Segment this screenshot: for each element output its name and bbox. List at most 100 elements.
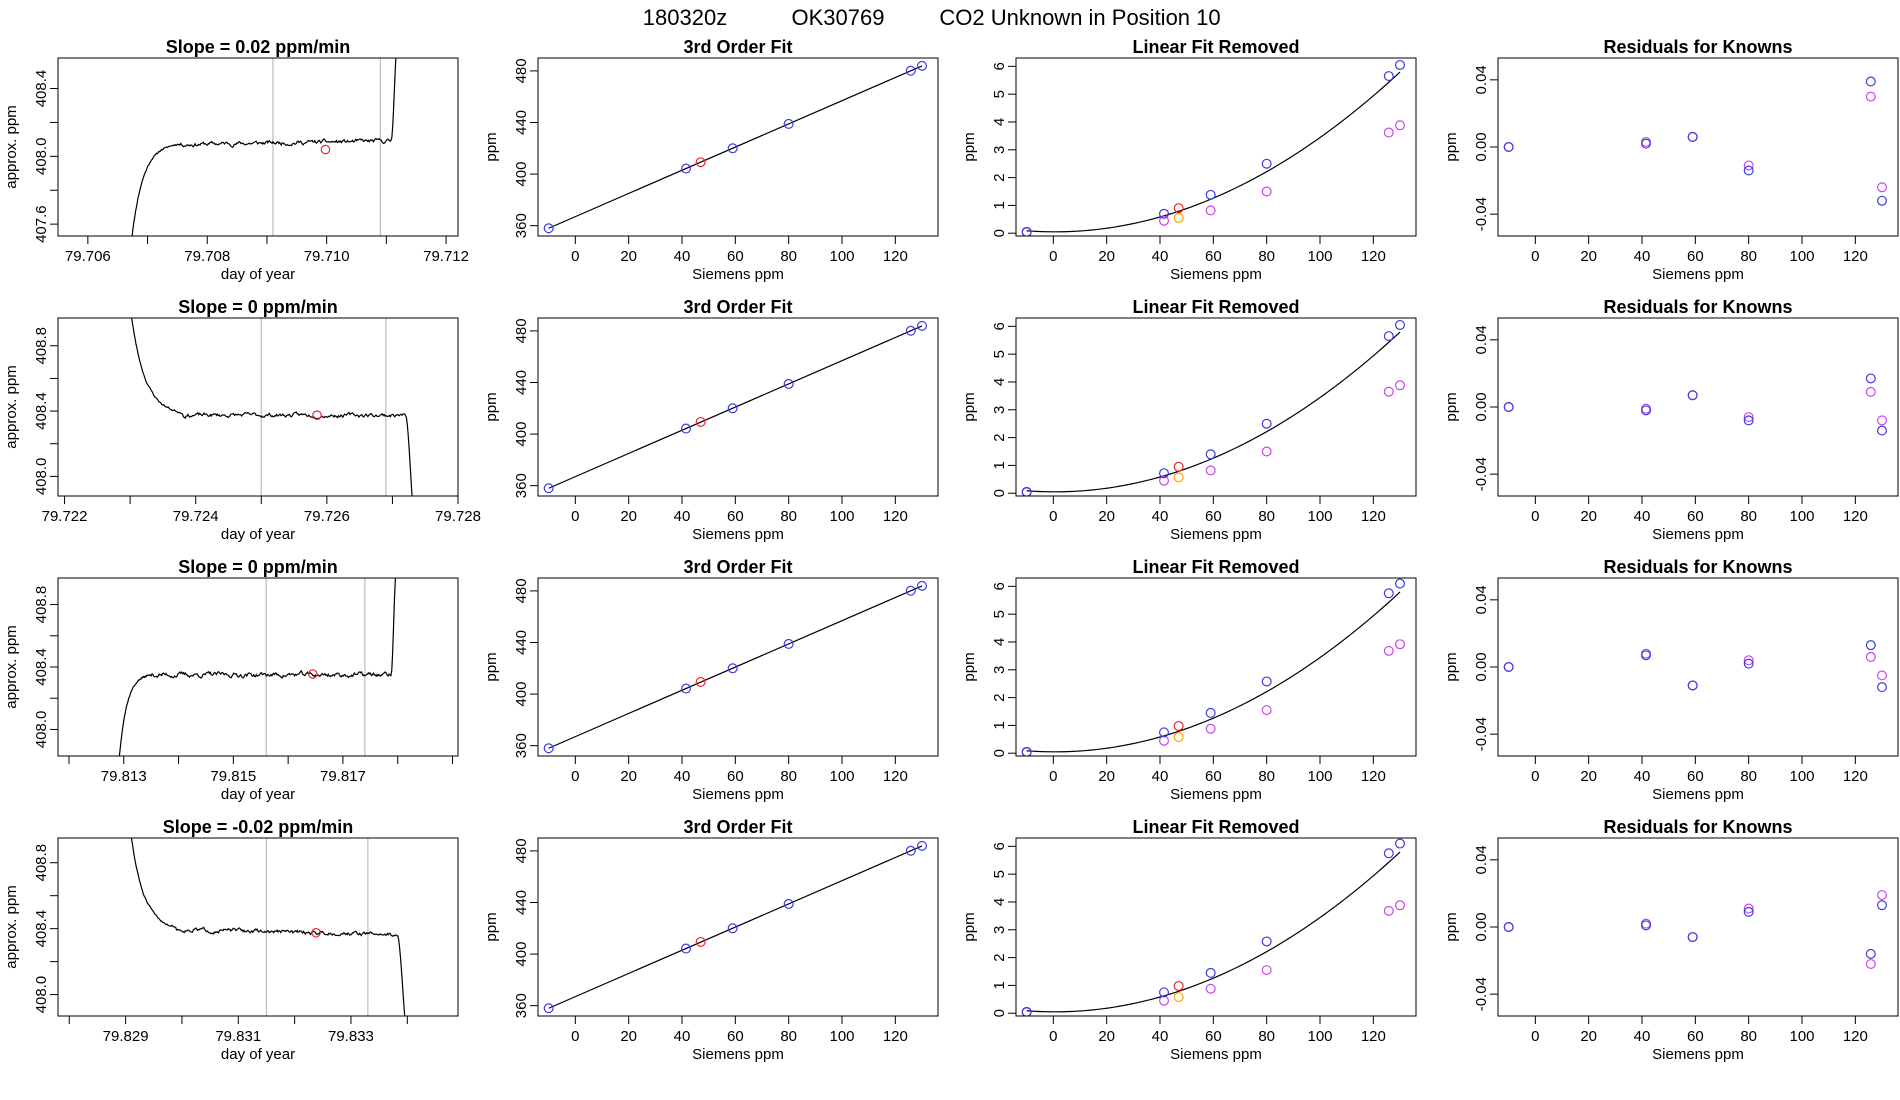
panel-r3-c2-xtick-label: 0 [1049,1028,1057,1045]
panel-r3-c2-title: Linear Fit Removed [1132,817,1299,837]
panel-r3-c1-xtick-label: 120 [883,1028,908,1045]
panel-r3-c0-ytick-label: 408.8 [33,844,50,882]
panel-r3-c2-xtick-label: 40 [1152,1028,1169,1045]
panel-r3-c1-frame [537,837,939,1017]
panel-r2-c0-plot-area [118,578,397,756]
panel-r0-c1-ytick-label: 480 [513,58,530,83]
panel-r2-c3-xtick-label: 60 [1687,768,1704,785]
panel-r1-c0: Slope = 0 ppm/min 79.722 79.724 79.726 79.72… [3,297,481,543]
panel-r2-c0-ytick-label: 408.8 [33,586,50,624]
panel-r2-c2-known-point [1021,746,1032,756]
panel-r2-c2-plot-area [1021,578,1405,756]
panel-r1-c2-ytick-label: 1 [991,461,1008,469]
panel-r2-c2-frame [1015,577,1417,757]
panel-r2-c0-xtick-label: 79.813 [101,768,147,785]
panel-r0-c2-xtick-label: 60 [1205,248,1222,265]
panel-r2-c3-xtick-label: 0 [1531,768,1539,785]
panel-r1-c3-xtick-label: 60 [1687,508,1704,525]
panel-r0-c2-xtick-label: 20 [1098,248,1115,265]
panel-r2-c3-known-point [1743,658,1754,669]
panel-r0-c2-xtick-label: 0 [1049,248,1057,265]
panel-r1-c1-known-point [543,483,554,494]
panel-r2-c2-fit-curve [1026,591,1401,753]
panel-r1-c0-ytick-label: 408.8 [33,327,50,365]
panel-r3-c1-known-point [916,840,927,851]
panel-r0-c3-known-point [1876,195,1887,206]
panel-r2-c0-trace-line [118,578,397,756]
panel-r3-c0-ytick-label: 408.0 [33,976,50,1014]
panel-r0-c3-ytick-label: -0.04 [1473,197,1490,231]
panel-r2-c2-ytick-label: 6 [991,582,1008,590]
panel-r0-c1-known-point [916,60,927,71]
panel-r2-c3-frame [1497,577,1899,757]
panel-grid: Slope = 0.02 ppm/min 79.706 79.708 79.710 79… [3,37,1899,1063]
panel-r0-c3-xtick-label: 60 [1687,248,1704,265]
panel-r0-c2-xtick-label: 120 [1361,248,1386,265]
panel-r0-c3-ylabel: ppm [1443,132,1460,161]
panel-r3-c3-xtick-label: 20 [1580,1028,1597,1045]
panel-r0-c2-ytick-label: 0 [991,229,1008,237]
panel-r2-c0-ylabel: approx. ppm [3,625,20,708]
panel-r1-c1-ytick-label: 440 [513,370,530,395]
panel-r0-c2-ytick-label: 5 [991,90,1008,98]
panel-r1-c3-title: Residuals for Knowns [1603,297,1792,317]
panel-r0-c2-previous-point [1394,120,1405,131]
panel-r2-c1-xlabel: Siemens ppm [692,786,784,803]
panel-r2-c2-ytick-label: 5 [991,610,1008,618]
panel-r2-c1-known-point [680,683,691,694]
panel-r3-c0-plot-area [130,838,406,1016]
panel-r0-c1-xtick-label: 60 [727,248,744,265]
panel-r1-c3-known-point [1503,402,1514,413]
panel-r1-c1-xtick-label: 80 [780,508,797,525]
panel-r1-c2-xtick-label: 100 [1307,508,1332,525]
panel-r2-c1-plot-area [543,580,927,754]
panel-r0-c2-xtick-label: 100 [1307,248,1332,265]
panel-r1-c3-known-point [1876,425,1887,436]
panel-r1-c3-xtick-label: 80 [1740,508,1757,525]
panel-r1-c2-xtick-label: 60 [1205,508,1222,525]
panel-r3-c1-current-point [695,936,706,947]
panel-r1-c2-xtick-label: 40 [1152,508,1169,525]
panel-r0-c1-current-point [695,157,706,168]
panel-r2-c3-xtick-label: 80 [1740,768,1757,785]
panel-r2-c1-ytick-label: 360 [513,733,530,758]
panel-r2-c2-ytick-label: 4 [991,638,1008,646]
panel-r3-c0-ylabel: approx. ppm [3,885,20,968]
panel-r3-c2-ytick-label: 2 [991,953,1008,961]
panel-r2-c3-ytick-label: 0.04 [1473,585,1490,614]
panel-r3-c1-xtick-label: 0 [571,1028,579,1045]
panel-r0-c1-title: 3rd Order Fit [683,37,792,57]
panel-r1-c2-ytick-label: 5 [991,350,1008,358]
panel-r2-c3-previous-point [1743,655,1754,666]
panel-r0-c3-xtick-label: 40 [1634,248,1651,265]
panel-r2-c3-xtick-label: 20 [1580,768,1597,785]
panel-r1-c0-xtick-label: 79.726 [304,508,350,525]
panel-r1-c2-known-point [1261,418,1272,429]
panel-r0-c0-xlabel: day of year [221,266,295,283]
panel-r1-c1-xlabel: Siemens ppm [692,526,784,543]
panel-r1-c1-ytick-label: 400 [513,422,530,447]
panel-r1-c2-ytick-label: 3 [991,406,1008,414]
panel-r1-c1-known-point [783,378,794,389]
panel-r2-c3: Residuals for Knowns 0 20 40 60 80 100 120 -0.04… [1443,557,1899,803]
panel-r1-c1-ytick-label: 480 [513,318,530,343]
panel-r0-c3-ytick-label: 0.00 [1473,132,1490,161]
panel-r3-c1-known-point [783,898,794,909]
panel-r0-c1-xtick-label: 120 [883,248,908,265]
panel-r1-c3-ytick-label: 0.00 [1473,392,1490,421]
panel-r0-c3-xtick-label: 80 [1740,248,1757,265]
panel-r3-c3-known-point [1640,920,1651,931]
panel-r2-c3-known-point [1503,661,1514,672]
panel-r3-c1-ytick-label: 480 [513,838,530,863]
panel-r2-c2-xlabel: Siemens ppm [1170,786,1262,803]
panel-r0-c3-known-point [1687,131,1698,142]
panel-r1-c3-ytick-label: 0.04 [1473,325,1490,354]
panel-r1-c2-xtick-label: 20 [1098,508,1115,525]
panel-r0-c0-trace-line [131,58,397,236]
panel-r0-c2-ytick-label: 2 [991,173,1008,181]
panel-r2-c3-xtick-label: 100 [1789,768,1814,785]
panel-r0-c2-previous-point [1383,127,1394,138]
panel-r1-c1-known-point [680,423,691,434]
panel-r1-c2-previous-point [1383,386,1394,397]
panel-r1-c0-xtick-label: 79.724 [173,508,219,525]
